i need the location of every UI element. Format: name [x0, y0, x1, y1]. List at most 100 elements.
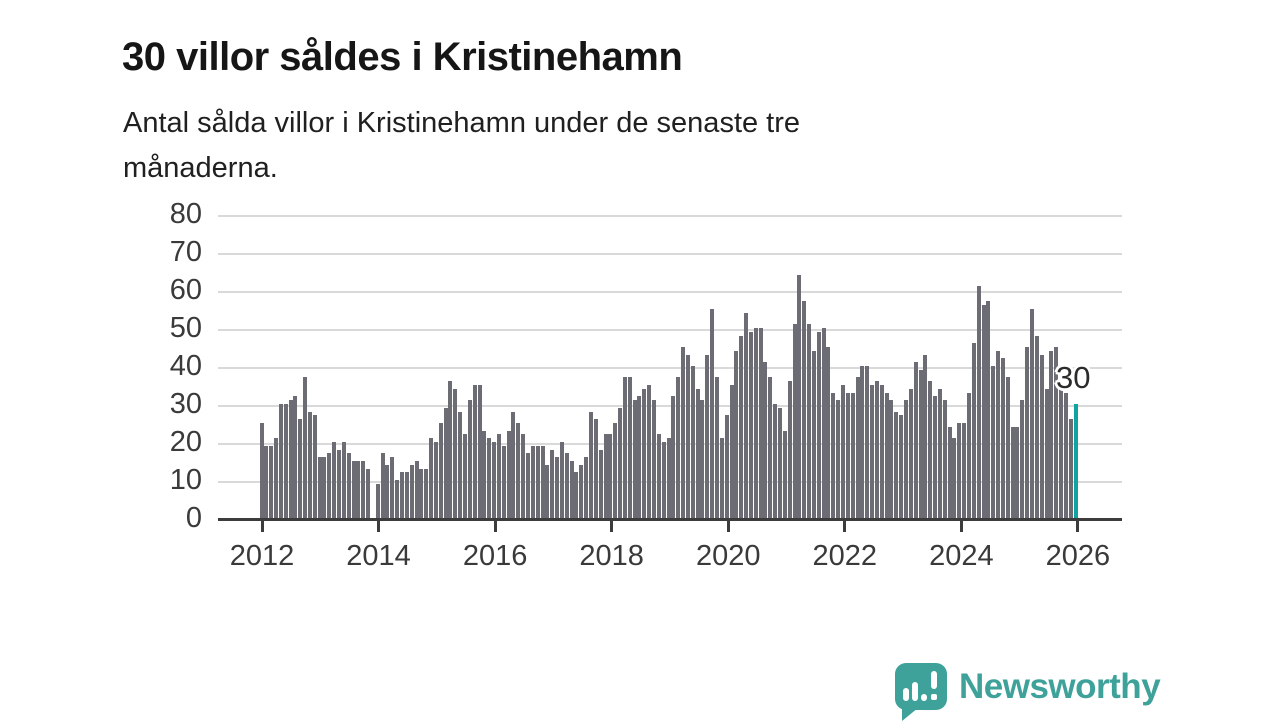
bar	[947, 426, 952, 518]
bar	[618, 407, 623, 518]
bar	[1063, 392, 1068, 518]
bar	[414, 461, 419, 518]
x-tick-2022	[843, 521, 847, 532]
bar	[429, 438, 434, 518]
bar	[1054, 347, 1059, 518]
bar	[768, 377, 773, 518]
x-tick-2018	[610, 521, 614, 532]
bar	[986, 301, 991, 518]
gridline-30	[218, 405, 1122, 407]
bar	[511, 411, 516, 518]
bar	[259, 423, 264, 518]
bar	[782, 430, 787, 518]
bar	[676, 377, 681, 518]
bar	[845, 392, 850, 518]
bar	[637, 396, 642, 518]
bar	[811, 350, 816, 518]
last-value-label: 30	[1056, 360, 1091, 395]
bar	[269, 445, 274, 518]
bar	[758, 328, 763, 518]
x-tick-2016	[493, 521, 497, 532]
bar	[1030, 309, 1034, 518]
bar	[448, 381, 453, 518]
bar	[516, 423, 521, 518]
bar	[695, 388, 700, 518]
bar	[264, 445, 269, 518]
bar	[710, 309, 715, 518]
bar	[865, 366, 870, 518]
logo-exclamation-dot	[931, 694, 937, 700]
bar	[937, 388, 942, 518]
bar	[307, 411, 312, 518]
bar	[593, 419, 598, 518]
bar	[952, 438, 957, 518]
x-axis-label-2012: 2012	[229, 540, 295, 572]
y-axis-label-30: 30	[169, 388, 202, 420]
bar	[337, 449, 342, 518]
bar	[569, 461, 574, 518]
logo-exclamation-bar	[931, 671, 937, 689]
logo-chart-bar-3	[921, 694, 927, 701]
bar	[312, 415, 317, 518]
bar	[884, 392, 889, 518]
bar	[928, 381, 933, 518]
gridline-50	[218, 329, 1122, 331]
gridline-60	[218, 291, 1122, 293]
bar	[1015, 426, 1020, 518]
newsworthy-logo-icon	[895, 663, 947, 721]
bar	[433, 442, 438, 518]
bar	[681, 347, 686, 518]
x-axis-line	[218, 518, 1122, 521]
bar	[647, 385, 652, 518]
y-axis-label-40: 40	[169, 350, 202, 382]
y-axis-label-70: 70	[169, 236, 202, 268]
bar	[700, 400, 705, 518]
chart-subtitle: Antal sålda villor i Kristinehamn under …	[123, 101, 1123, 191]
bar	[763, 362, 768, 518]
bar	[729, 385, 734, 518]
bar	[632, 400, 637, 518]
bar	[278, 404, 283, 518]
bar	[899, 415, 904, 518]
bar	[332, 442, 337, 518]
bar	[555, 457, 560, 518]
bar	[283, 404, 288, 518]
bar	[661, 442, 666, 518]
bar	[656, 434, 661, 518]
y-axis-label-50: 50	[169, 312, 202, 344]
bar	[991, 366, 996, 518]
bar	[608, 434, 613, 518]
bar	[390, 457, 395, 518]
bar	[874, 381, 879, 518]
bar	[942, 400, 947, 518]
highlighted-bar-latest	[1073, 404, 1078, 518]
bar	[739, 335, 744, 518]
bar	[748, 331, 753, 518]
bar	[913, 362, 918, 518]
logo-chart-bar-2	[912, 682, 918, 701]
bar	[1059, 388, 1064, 518]
bar	[705, 354, 710, 518]
bar	[288, 400, 293, 518]
bar	[894, 411, 899, 518]
bar	[879, 385, 884, 518]
bar	[317, 457, 322, 518]
bar	[860, 366, 865, 518]
bar	[395, 480, 400, 518]
bar	[836, 400, 841, 518]
bar	[613, 423, 618, 518]
bar	[501, 445, 506, 518]
bar	[855, 377, 860, 518]
bar	[908, 388, 913, 518]
bar	[385, 464, 390, 518]
y-axis-label-80: 80	[169, 198, 202, 230]
bar	[463, 434, 468, 518]
bar	[787, 381, 792, 518]
bar	[361, 461, 366, 518]
bar	[1005, 377, 1010, 518]
page-title: 30 villor såldes i Kristinehamn	[122, 34, 683, 79]
bar	[564, 453, 569, 518]
plot-area	[218, 212, 1122, 532]
bar	[690, 366, 695, 518]
